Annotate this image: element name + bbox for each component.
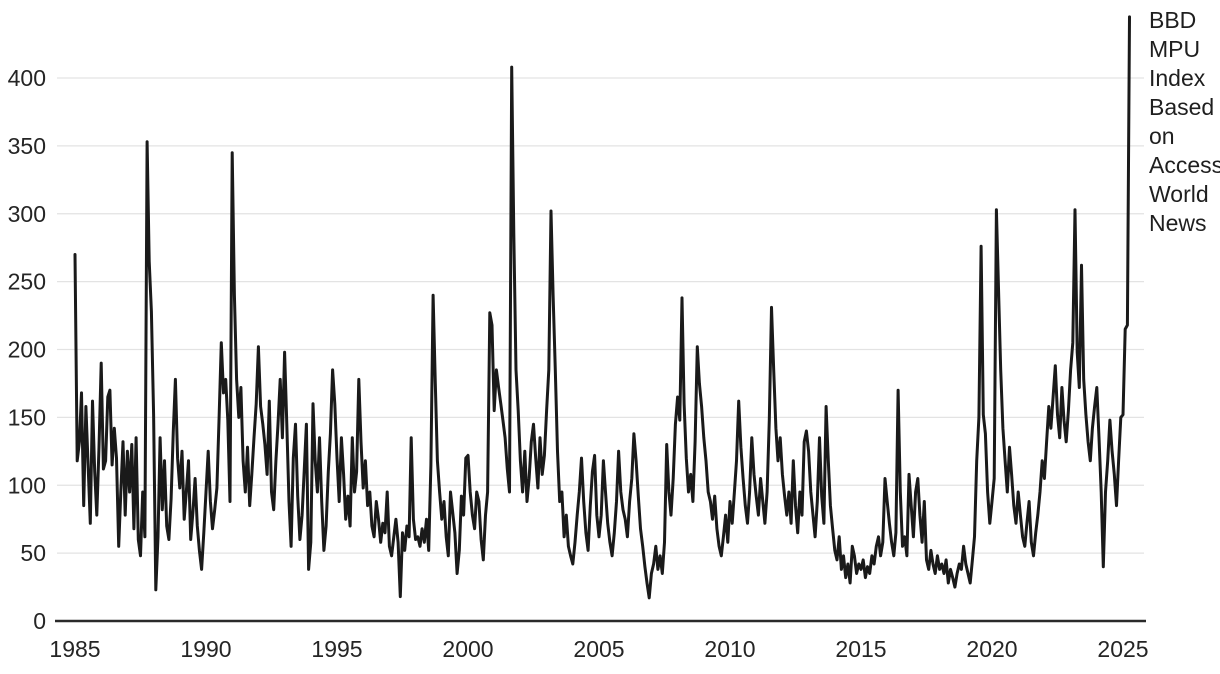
y-tick-label-350: 350: [8, 133, 46, 159]
x-tick-label-1985: 1985: [49, 636, 100, 662]
y-tick-label-300: 300: [8, 201, 46, 227]
y-tick-label-100: 100: [8, 472, 46, 498]
x-tick-label-2005: 2005: [573, 636, 624, 662]
series-line-0: [73, 15, 1131, 600]
x-tick-label-2025: 2025: [1097, 636, 1148, 662]
y-tick-label-400: 400: [8, 65, 46, 91]
x-tick-label-2015: 2015: [835, 636, 886, 662]
x-tick-label-2010: 2010: [704, 636, 755, 662]
y-tick-label-200: 200: [8, 337, 46, 363]
y-tick-label-150: 150: [8, 404, 46, 430]
y-tick-label-250: 250: [8, 269, 46, 295]
x-tick-label-2000: 2000: [442, 636, 493, 662]
y-tick-label-0: 0: [33, 608, 46, 634]
y-tick-label-50: 50: [20, 540, 46, 566]
x-tick-label-1990: 1990: [180, 636, 231, 662]
legend-label: BBD MPU Index Based on Access World News: [1149, 7, 1220, 236]
x-tick-label-2020: 2020: [966, 636, 1017, 662]
x-tick-label-1995: 1995: [311, 636, 362, 662]
